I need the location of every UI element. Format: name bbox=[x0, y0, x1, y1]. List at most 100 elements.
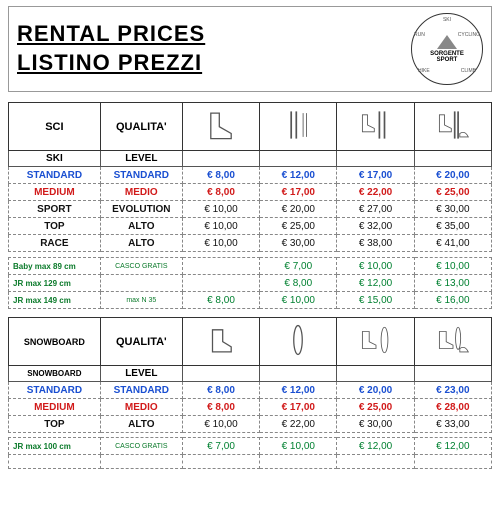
price-cell: € 16,00 bbox=[414, 292, 491, 309]
table-row: STANDARDSTANDARD€ 8,00€ 12,00€ 20,00€ 23… bbox=[9, 382, 492, 399]
price-cell: € 20,00 bbox=[414, 167, 491, 184]
row-label-b: STANDARD bbox=[100, 167, 182, 184]
price-cell: € 25,00 bbox=[260, 218, 337, 235]
price-cell bbox=[182, 258, 259, 275]
snow-head-1: SNOWBOARD bbox=[9, 318, 101, 366]
table-row: TOPALTO€ 10,00€ 25,00€ 32,00€ 35,00 bbox=[9, 218, 492, 235]
price-cell: € 17,00 bbox=[260, 399, 337, 416]
ski-body: STANDARDSTANDARD€ 8,00€ 12,00€ 17,00€ 20… bbox=[9, 167, 492, 252]
price-cell: € 22,00 bbox=[260, 416, 337, 433]
table-row: JR max 100 cmCASCO GRATIS€ 7,00€ 10,00€ … bbox=[9, 438, 492, 455]
row-label-a: TOP bbox=[9, 218, 101, 235]
boot-skis-icon bbox=[337, 103, 414, 151]
row-label-a: MEDIUM bbox=[9, 399, 101, 416]
price-cell: € 20,00 bbox=[260, 201, 337, 218]
ski-header-row: SCI QUALITA' bbox=[9, 103, 492, 151]
price-cell: € 12,00 bbox=[414, 438, 491, 455]
price-cell: € 28,00 bbox=[414, 399, 491, 416]
snow-body: STANDARDSTANDARD€ 8,00€ 12,00€ 20,00€ 23… bbox=[9, 382, 492, 433]
snow-jr-body: JR max 100 cmCASCO GRATIS€ 7,00€ 10,00€ … bbox=[9, 438, 492, 455]
price-cell: € 38,00 bbox=[337, 235, 414, 252]
price-cell: € 8,00 bbox=[182, 399, 259, 416]
price-cell: € 10,00 bbox=[260, 292, 337, 309]
row-label-b: MEDIO bbox=[100, 399, 182, 416]
row-label-a: JR max 129 cm bbox=[9, 275, 101, 292]
price-cell: € 25,00 bbox=[337, 399, 414, 416]
snow-sub-row: SNOWBOARD LEVEL bbox=[9, 366, 492, 382]
price-cell: € 8,00 bbox=[260, 275, 337, 292]
ski-boot-icon bbox=[182, 103, 259, 151]
row-label-b: MEDIO bbox=[100, 184, 182, 201]
price-cell: € 33,00 bbox=[414, 416, 491, 433]
mountain-icon bbox=[437, 35, 457, 49]
price-cell: € 10,00 bbox=[182, 416, 259, 433]
price-cell: € 10,00 bbox=[182, 218, 259, 235]
price-cell: € 12,00 bbox=[260, 382, 337, 399]
table-row: Baby max 89 cmCASCO GRATIS€ 7,00€ 10,00€… bbox=[9, 258, 492, 275]
price-cell: € 10,00 bbox=[182, 235, 259, 252]
title-line-2: LISTINO PREZZI bbox=[17, 49, 411, 78]
row-label-a: STANDARD bbox=[9, 382, 101, 399]
price-cell: € 32,00 bbox=[337, 218, 414, 235]
table-row: MEDIUMMEDIO€ 8,00€ 17,00€ 25,00€ 28,00 bbox=[9, 399, 492, 416]
cutoff-row bbox=[9, 455, 492, 469]
row-label-b: STANDARD bbox=[100, 382, 182, 399]
price-cell: € 8,00 bbox=[182, 184, 259, 201]
table-row: RACEALTO€ 10,00€ 30,00€ 38,00€ 41,00 bbox=[9, 235, 492, 252]
header: RENTAL PRICES LISTINO PREZZI SKI CYCLING… bbox=[8, 6, 492, 92]
title-block: RENTAL PRICES LISTINO PREZZI bbox=[17, 20, 411, 77]
table-row: TOPALTO€ 10,00€ 22,00€ 30,00€ 33,00 bbox=[9, 416, 492, 433]
price-cell: € 8,00 bbox=[182, 167, 259, 184]
price-cell: € 10,00 bbox=[337, 258, 414, 275]
price-cell: € 20,00 bbox=[337, 382, 414, 399]
ski-head-1: SCI bbox=[9, 103, 101, 151]
price-cell: € 7,00 bbox=[260, 258, 337, 275]
logo: SKI CYCLING CLIMB HIKE RUN SORGENTE SPOR… bbox=[411, 13, 483, 85]
boot-skis-helmet-icon bbox=[414, 103, 491, 151]
title-line-1: RENTAL PRICES bbox=[17, 20, 411, 49]
table-row: MEDIUMMEDIO€ 8,00€ 17,00€ 22,00€ 25,00 bbox=[9, 184, 492, 201]
price-cell: € 23,00 bbox=[414, 382, 491, 399]
table-row: SPORTEVOLUTION€ 10,00€ 20,00€ 27,00€ 30,… bbox=[9, 201, 492, 218]
price-cell: € 12,00 bbox=[337, 438, 414, 455]
row-label-a: Baby max 89 cm bbox=[9, 258, 101, 275]
row-label-a: MEDIUM bbox=[9, 184, 101, 201]
ski-table: SCI QUALITA' SKI LEVEL STANDARDSTANDARD€… bbox=[8, 102, 492, 309]
price-cell: € 13,00 bbox=[414, 275, 491, 292]
snow-boot-board-icon bbox=[337, 318, 414, 366]
table-row: JR max 129 cm € 8,00€ 12,00€ 13,00 bbox=[9, 275, 492, 292]
row-label-a: RACE bbox=[9, 235, 101, 252]
price-cell: € 17,00 bbox=[260, 184, 337, 201]
row-label-a: JR max 100 cm bbox=[9, 438, 101, 455]
row-label-a: SPORT bbox=[9, 201, 101, 218]
snowboard-table: SNOWBOARD QUALITA' SNOWBOARD LEVEL STAND… bbox=[8, 317, 492, 469]
table-row: JR max 149 cmmax N 35€ 8,00€ 10,00€ 15,0… bbox=[9, 292, 492, 309]
snow-boot-icon bbox=[182, 318, 259, 366]
row-label-a: JR max 149 cm bbox=[9, 292, 101, 309]
ski-jr-body: Baby max 89 cmCASCO GRATIS€ 7,00€ 10,00€… bbox=[9, 258, 492, 309]
snow-header-row: SNOWBOARD QUALITA' bbox=[9, 318, 492, 366]
price-cell: € 12,00 bbox=[260, 167, 337, 184]
price-cell: € 25,00 bbox=[414, 184, 491, 201]
price-cell: € 8,00 bbox=[182, 382, 259, 399]
price-cell bbox=[182, 275, 259, 292]
ski-head-2: QUALITA' bbox=[100, 103, 182, 151]
table-row: STANDARDSTANDARD€ 8,00€ 12,00€ 17,00€ 20… bbox=[9, 167, 492, 184]
skis-poles-icon bbox=[260, 103, 337, 151]
price-cell: € 10,00 bbox=[182, 201, 259, 218]
price-cell: € 35,00 bbox=[414, 218, 491, 235]
row-label-b bbox=[100, 275, 182, 292]
row-label-b: EVOLUTION bbox=[100, 201, 182, 218]
price-cell: € 30,00 bbox=[414, 201, 491, 218]
price-cell: € 12,00 bbox=[337, 275, 414, 292]
price-cell: € 41,00 bbox=[414, 235, 491, 252]
price-cell: € 10,00 bbox=[414, 258, 491, 275]
price-cell: € 7,00 bbox=[182, 438, 259, 455]
price-cell: € 17,00 bbox=[337, 167, 414, 184]
price-cell: € 27,00 bbox=[337, 201, 414, 218]
row-label-b: ALTO bbox=[100, 235, 182, 252]
snow-head-2: QUALITA' bbox=[100, 318, 182, 366]
price-cell: € 15,00 bbox=[337, 292, 414, 309]
price-cell: € 8,00 bbox=[182, 292, 259, 309]
row-label-b: max N 35 bbox=[100, 292, 182, 309]
